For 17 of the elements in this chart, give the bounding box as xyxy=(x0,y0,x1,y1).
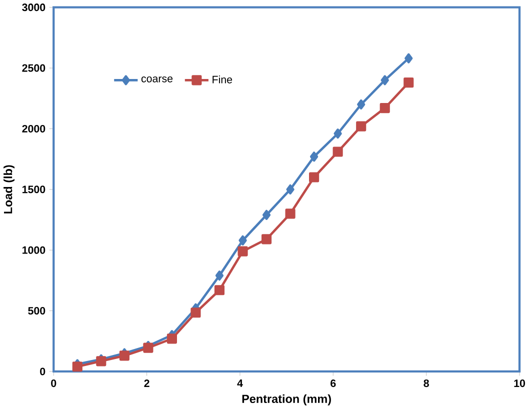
y-tick-label: 1500 xyxy=(22,186,46,194)
y-axis-title: Load (lb) xyxy=(4,165,14,214)
x-tick-label: 10 xyxy=(514,380,526,388)
legend-label: coarse xyxy=(141,76,173,82)
y-tick-label: 0 xyxy=(40,368,46,376)
x-axis-title: Pentration (mm) xyxy=(242,394,331,406)
y-tick-label: 2500 xyxy=(22,64,46,72)
x-tick-label: 0 xyxy=(51,380,56,388)
y-tick-label: 1000 xyxy=(22,246,46,254)
y-tick-label: 500 xyxy=(28,307,46,315)
y-tick-label: 2000 xyxy=(22,124,46,133)
legend-label: Fine xyxy=(212,76,232,84)
x-tick-label: 4 xyxy=(237,380,243,387)
x-tick-label: 6 xyxy=(330,380,336,388)
y-tick-label: 3000 xyxy=(22,4,46,12)
x-tick-label: 8 xyxy=(424,380,429,388)
x-tick-label: 2 xyxy=(144,380,150,388)
